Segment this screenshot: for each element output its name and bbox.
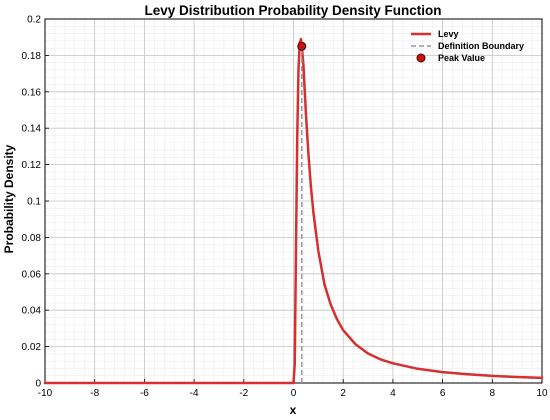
y-tick-label: 0.06 <box>22 269 42 280</box>
x-tick-label: 4 <box>390 388 396 399</box>
x-tick-label: 10 <box>536 388 548 399</box>
legend-swatch-peak-value <box>416 53 426 63</box>
chart-title: Levy Distribution Probability Density Fu… <box>144 3 441 18</box>
legend-label-levy: Levy <box>438 29 459 39</box>
y-axis-label: Probability Density <box>2 144 16 253</box>
series-layer <box>43 37 544 385</box>
y-tick-label: 0.18 <box>22 51 42 62</box>
y-tick-label: 0.04 <box>22 306 42 317</box>
legend-label-peak-value: Peak Value <box>438 53 485 63</box>
x-tick-label: -4 <box>190 388 199 399</box>
x-tick-label: 2 <box>340 388 346 399</box>
x-axis-label: x <box>290 403 297 417</box>
x-tick-label: -2 <box>239 388 248 399</box>
y-tick-label: 0.16 <box>22 87 42 98</box>
y-tick-label: 0 <box>35 379 41 390</box>
y-tick-label: 0.08 <box>22 233 42 244</box>
major-grid <box>44 18 543 384</box>
x-tick-label: 6 <box>440 388 446 399</box>
x-tick-label: 8 <box>490 388 496 399</box>
legend-label-definition-boundary: Definition Boundary <box>438 41 524 51</box>
x-tick-label: -10 <box>38 388 53 399</box>
y-tick-label: 0.14 <box>22 124 42 135</box>
peak-value-marker <box>297 41 307 51</box>
x-tick-label: -6 <box>140 388 149 399</box>
y-tick-label: 0.1 <box>27 197 41 208</box>
legend: Levy Definition Boundary Peak Value <box>411 29 524 63</box>
x-tick-label: 0 <box>291 388 297 399</box>
tick-labels: -10 -8 -6 -4 -2 0 2 4 6 8 10 0 0.02 0.04 0.06 0.08 0.1 0.… <box>22 15 548 400</box>
y-tick-label: 0.02 <box>22 342 42 353</box>
series-line-levy <box>43 37 544 385</box>
y-tick-label: 0.2 <box>27 15 41 26</box>
x-tick-label: -8 <box>90 388 99 399</box>
y-tick-label: 0.12 <box>22 160 42 171</box>
